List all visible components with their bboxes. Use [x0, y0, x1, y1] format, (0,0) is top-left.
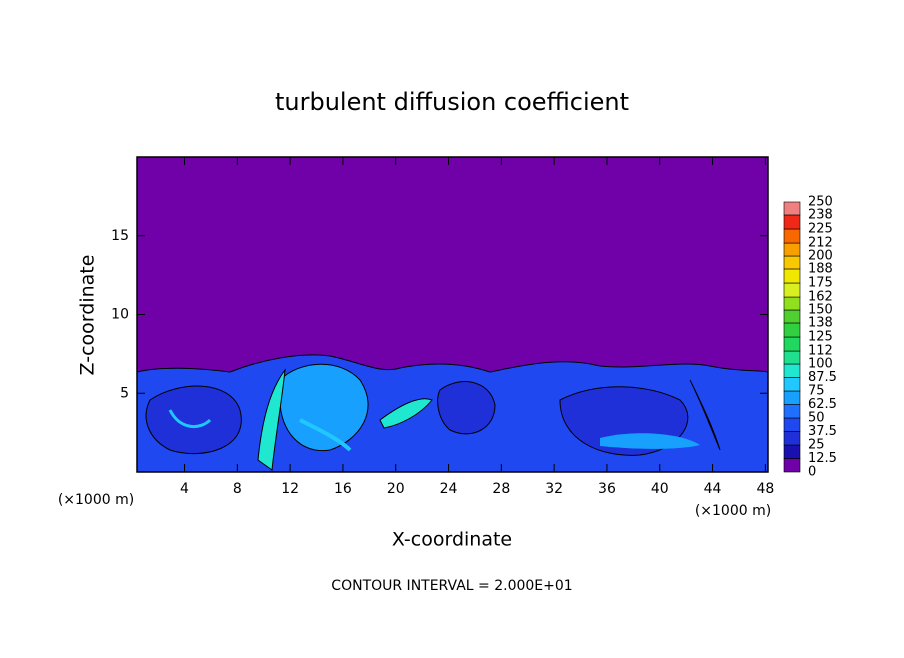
- colorbar-label: 225: [808, 222, 833, 237]
- colorbar-label: 87.5: [808, 370, 837, 385]
- colorbar-label: 0: [808, 465, 816, 480]
- colorbar-label: 125: [808, 330, 833, 345]
- colorbar-swatch: [783, 214, 801, 230]
- colorbar-label: 112: [808, 344, 833, 359]
- colorbar-label: 150: [808, 303, 833, 318]
- colorbar-swatch: [783, 431, 801, 446]
- colorbar-label: 188: [808, 261, 833, 276]
- colorbar-swatch: [783, 458, 801, 473]
- x-tick-label: 44: [704, 481, 722, 497]
- colorbar-label: 75: [808, 384, 825, 399]
- annotation: CONTOUR INTERVAL = 2.000E+01: [331, 578, 572, 594]
- colorbar-swatch: [783, 242, 801, 257]
- colorbar-swatch: [783, 390, 801, 405]
- y-unit-label: (×1000 m): [58, 492, 134, 508]
- colorbar-label: 100: [808, 357, 833, 372]
- colorbar-label: 212: [808, 236, 833, 251]
- colorbar-swatch: [783, 444, 801, 459]
- colorbar-swatch: [783, 363, 801, 378]
- colorbar-swatch: [783, 282, 801, 298]
- x-unit-label: (×1000 m): [695, 503, 771, 519]
- colorbar-swatch: [783, 377, 801, 392]
- colorbar-label: 175: [808, 276, 833, 291]
- colorbar-swatch: [783, 309, 801, 324]
- x-tick-label: 24: [440, 481, 458, 497]
- colorbar-label: 250: [808, 195, 833, 210]
- x-tick-label: 40: [651, 481, 669, 497]
- field-texture: [136, 354, 769, 473]
- y-axis-label: Z-coordinate: [77, 255, 99, 376]
- colorbar-swatch: [783, 336, 801, 352]
- colorbar-swatch: [783, 268, 801, 284]
- x-tick-label: 36: [598, 481, 616, 497]
- colorbar-swatch: [783, 350, 801, 365]
- colorbar-swatch: [783, 322, 801, 338]
- x-axis-label: X-coordinate: [392, 529, 512, 551]
- y-tick-label: 10: [111, 307, 129, 323]
- colorbar-label: 162: [808, 290, 833, 305]
- colorbar-swatch: [783, 417, 801, 432]
- colorbar-label: 238: [808, 207, 833, 222]
- colorbar-swatch: [783, 201, 801, 216]
- y-tick-label: 5: [120, 385, 129, 401]
- x-tick-label: 4: [180, 481, 189, 497]
- colorbar-swatch: [783, 296, 801, 311]
- colorbar-label: 50: [808, 411, 825, 426]
- x-tick-label: 48: [756, 481, 774, 497]
- x-tick-label: 28: [492, 481, 510, 497]
- x-tick-label: 8: [233, 481, 242, 497]
- y-tick-label: 15: [111, 228, 129, 244]
- x-tick-label: 32: [545, 481, 563, 497]
- x-tick-label: 20: [387, 481, 405, 497]
- colorbar-label: 37.5: [808, 424, 837, 439]
- colorbar-label: 25: [808, 438, 825, 453]
- colorbar-swatch: [783, 255, 801, 270]
- chart-title: turbulent diffusion coefficient: [275, 88, 629, 116]
- colorbar-label: 138: [808, 315, 833, 330]
- colorbar-label: 200: [808, 249, 833, 264]
- x-tick-label: 16: [334, 481, 352, 497]
- x-tick-label: 12: [281, 481, 299, 497]
- colorbar-label: 12.5: [808, 451, 837, 466]
- colorbar-swatch: [783, 404, 801, 419]
- colorbar-label: 62.5: [808, 397, 837, 412]
- colorbar-swatch: [783, 228, 801, 244]
